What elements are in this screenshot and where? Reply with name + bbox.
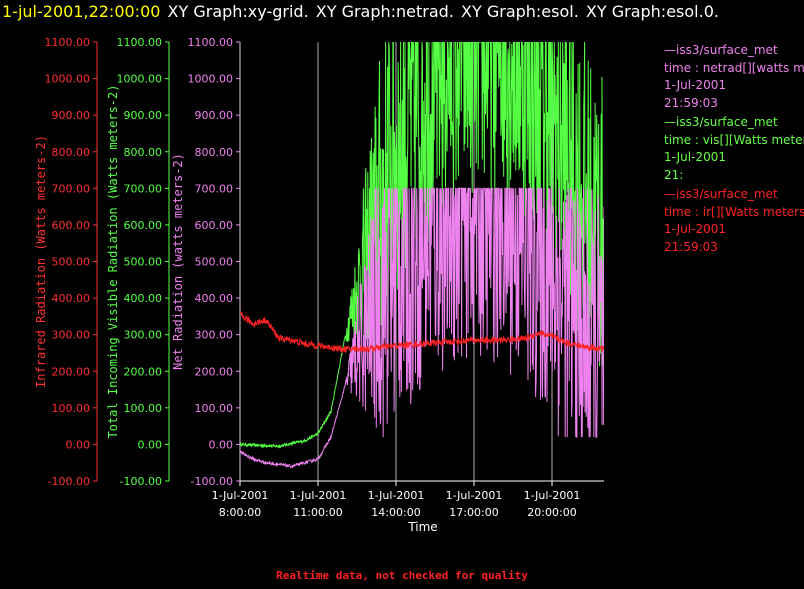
- timestamp-label: 1-jul-2001,22:00:00: [2, 2, 161, 21]
- y-tick-label-1-3: 200.00: [124, 365, 163, 378]
- legend-vis-source: —iss3/surface_met: [664, 115, 778, 129]
- y-tick-label-1-8: 700.00: [124, 182, 163, 195]
- y-tick-label-1-6: 500.00: [124, 256, 163, 269]
- x-tick-time-1: 11:00:00: [293, 506, 342, 519]
- legend-netrad-source: —iss3/surface_met: [664, 43, 778, 57]
- legend-vis-var: time : vis[][Watts meters-2]: [664, 132, 804, 147]
- y-tick-label-0-9: 800.00: [52, 146, 91, 159]
- legend-netrad-var: time : netrad[][watts meters-2]: [664, 60, 804, 75]
- y-tick-label-2-4: 300.00: [195, 329, 234, 342]
- graph-name-esol-0[interactable]: XY Graph:esol.0.: [585, 2, 719, 21]
- x-axis-title: Time: [407, 520, 437, 534]
- y-tick-label-0-12: 1100.00: [45, 36, 91, 49]
- x-tick-date-0: 1-Jul-2001: [212, 489, 269, 502]
- y-tick-label-1-10: 900.00: [124, 109, 163, 122]
- x-tick-date-2: 1-Jul-2001: [368, 489, 425, 502]
- legend-ir-var: time : ir[][Watts meters-2]: [664, 204, 804, 219]
- y-axis-title-2: Net Radiation (watts meters-2): [171, 153, 185, 370]
- y-tick-label-2-0: -100.00: [191, 475, 233, 488]
- y-tick-label-1-11: 1000.00: [117, 73, 163, 86]
- y-tick-label-0-8: 700.00: [52, 182, 91, 195]
- y-tick-label-2-5: 400.00: [195, 292, 234, 305]
- y-axis-title-0: Infrared Radiation (Watts meters-2): [34, 135, 48, 388]
- quality-disclaimer: Realtime data, not checked for quality: [276, 569, 528, 582]
- x-tick-time-2: 14:00:00: [371, 506, 420, 519]
- legend-ir-time: 21:59:03: [664, 239, 718, 254]
- legend-ir-source: —iss3/surface_met: [664, 187, 778, 201]
- y-tick-label-2-9: 800.00: [195, 146, 234, 159]
- y-tick-label-2-10: 900.00: [195, 109, 234, 122]
- series-line-ir: [240, 311, 604, 354]
- y-tick-label-0-0: -100.00: [48, 475, 90, 488]
- legend-vis[interactable]: —iss3/surface_met time : vis[][Watts met…: [664, 114, 804, 184]
- legend-netrad-date: 1-Jul-2001: [664, 78, 726, 92]
- y-tick-label-2-11: 1000.00: [188, 73, 234, 86]
- legend-vis-date: 1-Jul-2001: [664, 150, 726, 164]
- y-tick-label-1-7: 600.00: [124, 219, 163, 232]
- legend-ir[interactable]: —iss3/surface_met time : ir[][Watts mete…: [664, 186, 804, 256]
- x-tick-date-4: 1-Jul-2001: [524, 489, 581, 502]
- y-tick-label-2-3: 200.00: [195, 365, 234, 378]
- y-tick-label-0-7: 600.00: [52, 219, 91, 232]
- chart-svg: -100.00 0.00 100.00 200.00 300.00 400.00 500.0…: [34, 36, 604, 534]
- y-tick-label-0-4: 300.00: [52, 329, 91, 342]
- y-tick-label-0-1: 0.00: [66, 438, 91, 451]
- y-tick-label-1-1: 0.00: [138, 438, 163, 451]
- y-tick-label-2-6: 500.00: [195, 256, 234, 269]
- x-tick-time-4: 20:00:00: [527, 506, 576, 519]
- series-line-netrad: [240, 187, 604, 469]
- y-tick-label-1-12: 1100.00: [117, 36, 163, 49]
- y-tick-label-0-10: 900.00: [52, 109, 91, 122]
- x-tick-date-3: 1-Jul-2001: [446, 489, 503, 502]
- y-tick-label-1-5: 400.00: [124, 292, 163, 305]
- y-tick-label-0-2: 100.00: [52, 402, 91, 415]
- y-tick-label-2-12: 1100.00: [188, 36, 234, 49]
- series-line-vis: [240, 42, 604, 449]
- graph-name-netrad[interactable]: XY Graph:netrad.: [315, 2, 454, 21]
- y-tick-label-2-7: 600.00: [195, 219, 234, 232]
- y-tick-label-0-6: 500.00: [52, 256, 91, 269]
- title-bar: 1-jul-2001,22:00:00 XY Graph:xy-grid. XY…: [0, 0, 804, 24]
- y-tick-label-2-8: 700.00: [195, 182, 234, 195]
- y-axis-title-1: Total Incoming Visible Radiation (Watts …: [106, 84, 120, 438]
- graph-name-esol[interactable]: XY Graph:esol.: [461, 2, 579, 21]
- legend-ir-date: 1-Jul-2001: [664, 222, 726, 236]
- legend-netrad-time: 21:59:03: [664, 95, 718, 110]
- x-tick-time-0: 8:00:00: [219, 506, 261, 519]
- y-tick-label-1-4: 300.00: [124, 329, 163, 342]
- y-tick-label-1-0: -100.00: [120, 475, 162, 488]
- y-tick-label-1-2: 100.00: [124, 402, 163, 415]
- y-tick-label-0-11: 1000.00: [45, 73, 91, 86]
- legend-netrad[interactable]: —iss3/surface_met time : netrad[][watts …: [664, 42, 804, 112]
- y-tick-label-2-1: 0.00: [209, 438, 234, 451]
- y-tick-label-1-9: 800.00: [124, 146, 163, 159]
- legend-vis-time: 21:: [664, 167, 684, 182]
- y-tick-label-0-3: 200.00: [52, 365, 91, 378]
- y-tick-label-0-5: 400.00: [52, 292, 91, 305]
- x-tick-date-1: 1-Jul-2001: [290, 489, 347, 502]
- y-tick-label-2-2: 100.00: [195, 402, 234, 415]
- x-tick-time-3: 17:00:00: [449, 506, 498, 519]
- graph-name-xy-grid[interactable]: XY Graph:xy-grid.: [167, 2, 309, 21]
